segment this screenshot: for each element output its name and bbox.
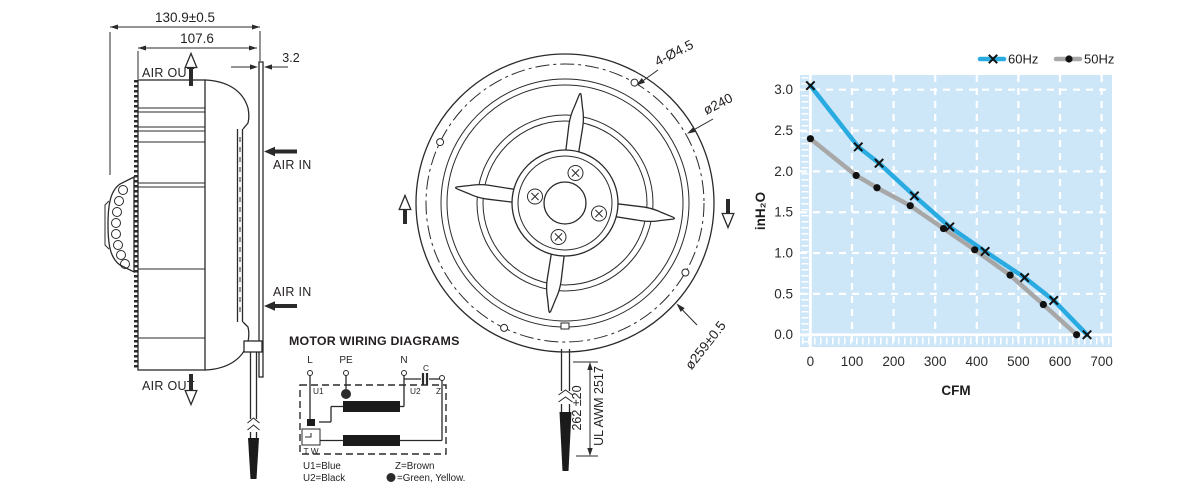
cable-end bbox=[559, 412, 572, 471]
y-tick-label: 2.5 bbox=[774, 123, 793, 138]
x-tick-label: 600 bbox=[1049, 354, 1072, 369]
mounting-hole bbox=[681, 268, 690, 277]
z-label: Z bbox=[436, 386, 441, 396]
air-out-bottom-label: AIR OUT bbox=[142, 379, 195, 393]
motor-wiring-diagram: MOTOR WIRING DIAGRAMS L PE N C U1 U2 Z bbox=[289, 334, 465, 484]
dim-plate-thickness: 3.2 bbox=[282, 51, 299, 65]
hub-screws bbox=[527, 165, 607, 245]
y-tick-label: 3.0 bbox=[774, 82, 793, 97]
shaft-hole bbox=[543, 181, 587, 225]
y-tick-label: 2.0 bbox=[774, 164, 793, 179]
y-tick-label: 0.0 bbox=[774, 327, 793, 342]
cable-gland bbox=[243, 340, 263, 353]
terminal-n-label: N bbox=[400, 355, 407, 366]
flow-down-arrow-icon bbox=[721, 212, 735, 230]
x-tick-label: 100 bbox=[841, 354, 864, 369]
y-tick-label: 0.5 bbox=[774, 286, 793, 301]
y-axis-title: inH₂O bbox=[753, 192, 768, 230]
x-tick-label: 300 bbox=[924, 354, 947, 369]
cable-end bbox=[248, 438, 259, 479]
mounting-plate bbox=[258, 61, 264, 378]
legend-u2: U2=Black bbox=[303, 473, 345, 484]
air-in-top-arrow-icon bbox=[264, 146, 275, 157]
x-tick-label: 200 bbox=[882, 354, 905, 369]
motor-enclosure bbox=[299, 384, 447, 455]
air-in-bottom-arrow-icon bbox=[264, 301, 275, 311]
earth-legend-symbol bbox=[386, 473, 396, 482]
dim-cable-length: 262 ±20 bbox=[570, 385, 584, 430]
dim-outer-diameter: ø259±0.5 bbox=[682, 318, 729, 372]
dim-impeller-diameter: ø240 bbox=[701, 90, 735, 117]
x-tick-label: 700 bbox=[1090, 354, 1113, 369]
x-tick-label: 0 bbox=[807, 354, 815, 369]
cable-spec-label: UL AWM 2517 bbox=[592, 366, 606, 446]
y-tick-label: 1.5 bbox=[774, 205, 793, 220]
performance-chart: 0 100 200 300 400 500 600 700 0.0 0.5 1.0 1.5 2.0 2.5… bbox=[753, 52, 1114, 399]
y-tick-label: 1.0 bbox=[774, 246, 793, 261]
fan-body bbox=[137, 79, 206, 371]
wiring-title: MOTOR WIRING DIAGRAMS bbox=[289, 334, 460, 348]
legend-u1: U1=Blue bbox=[303, 461, 341, 472]
legend-label-60Hz: 60Hz bbox=[1008, 52, 1038, 67]
x-tick-label: 400 bbox=[966, 354, 989, 369]
legend-z: Z=Brown bbox=[395, 461, 434, 472]
mounting-hole bbox=[436, 138, 445, 147]
mounting-hole bbox=[630, 78, 639, 87]
dim-body-depth: 107.6 bbox=[180, 31, 214, 46]
air-out-top-arrow-icon bbox=[184, 51, 198, 69]
capacitor-label: C bbox=[423, 363, 429, 373]
air-out-top-label: AIR OUT bbox=[142, 66, 195, 80]
x-tick-label: 500 bbox=[1007, 354, 1030, 369]
thermal-protector bbox=[307, 419, 315, 426]
mounting-hole bbox=[500, 323, 509, 332]
side-view-drawing: 130.9±0.5 107.6 3.2 bbox=[104, 10, 312, 479]
outer-rim bbox=[415, 53, 715, 353]
air-in-bottom-label: AIR IN bbox=[273, 285, 312, 299]
u1-label: U1 bbox=[313, 386, 324, 396]
x-axis-title: CFM bbox=[941, 383, 970, 398]
tw-label: T W bbox=[303, 446, 318, 456]
earth-symbol bbox=[341, 389, 351, 399]
flow-up-arrow-icon bbox=[398, 193, 412, 211]
terminal-pe-label: PE bbox=[339, 355, 353, 366]
legend-pe: =Green, Yellow. bbox=[397, 473, 465, 484]
terminal-l-label: L bbox=[307, 355, 313, 366]
winding-1 bbox=[343, 401, 400, 412]
dim-mounting-holes: 4-Ø4.5 bbox=[652, 37, 696, 69]
winding-2 bbox=[343, 435, 400, 446]
legend-label-50Hz: 50Hz bbox=[1084, 52, 1114, 67]
air-in-top-label: AIR IN bbox=[273, 158, 312, 172]
dim-overall-depth: 130.9±0.5 bbox=[155, 10, 215, 25]
u2-label: U2 bbox=[410, 386, 421, 396]
front-view-drawing: 4-Ø4.5 ø240 ø259±0.5 262 ±20 UL AWM 2517 bbox=[398, 37, 735, 471]
air-out-bottom-arrow-icon bbox=[184, 389, 198, 407]
hub bbox=[511, 149, 619, 257]
